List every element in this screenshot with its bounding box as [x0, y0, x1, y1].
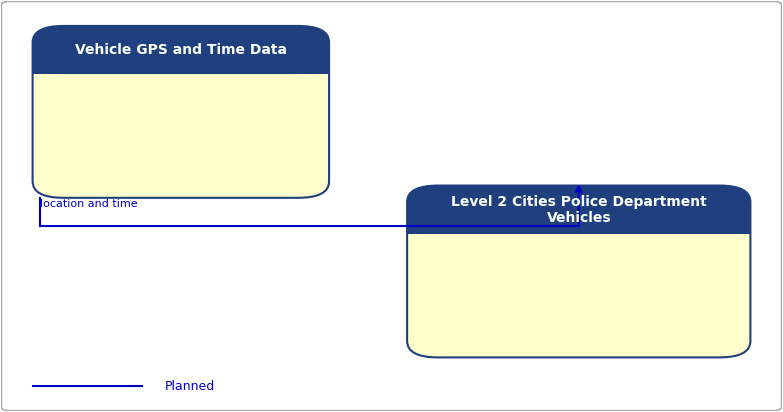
- Text: Vehicle GPS and Time Data: Vehicle GPS and Time Data: [75, 43, 287, 57]
- Bar: [35, 52, 327, 74]
- Bar: [410, 212, 748, 234]
- Text: location and time: location and time: [41, 199, 138, 209]
- Text: Level 2 Cities Police Department
Vehicles: Level 2 Cities Police Department Vehicle…: [451, 194, 706, 225]
- Bar: [33, 48, 329, 74]
- FancyBboxPatch shape: [33, 26, 329, 74]
- FancyBboxPatch shape: [407, 185, 750, 234]
- Bar: [407, 207, 750, 234]
- FancyBboxPatch shape: [407, 185, 750, 358]
- Text: Planned: Planned: [165, 379, 215, 393]
- FancyBboxPatch shape: [33, 26, 329, 198]
